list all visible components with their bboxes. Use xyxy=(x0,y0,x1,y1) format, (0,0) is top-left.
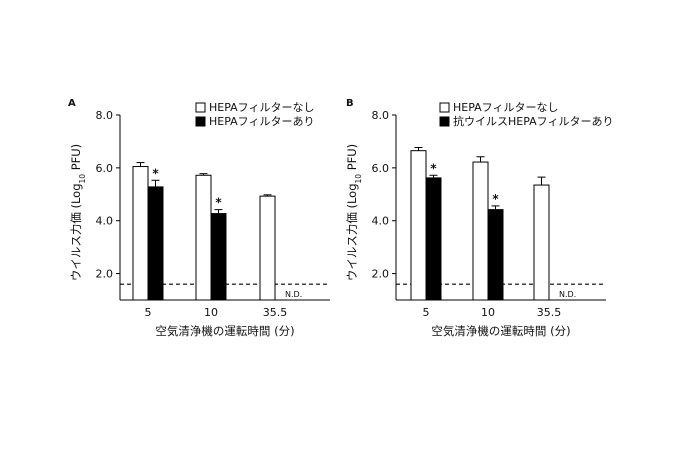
y-tick-label: 4.0 xyxy=(96,215,114,228)
y-tick-label: 2.0 xyxy=(96,268,114,281)
not-detected-label: N.D. xyxy=(559,290,576,299)
y-tick-label: 4.0 xyxy=(372,215,390,228)
chart-panel-a: A 2.0 4.0 6.0 8.0 ウイルス力価 (Log10 PFU) * 5 * 10 N.D.… xyxy=(68,98,330,338)
bar-with-filter xyxy=(425,177,442,301)
legend-label: HEPAフィルターなし xyxy=(209,101,314,114)
x-tick-label: 5 xyxy=(145,306,152,319)
legend-label: HEPAフィルターなし xyxy=(453,101,558,114)
not-detected-label: N.D. xyxy=(285,290,302,299)
y-tick-label: 2.0 xyxy=(372,268,390,281)
legend-swatch xyxy=(195,116,206,127)
panel-letter: A xyxy=(68,98,76,109)
bar-with-filter xyxy=(210,213,227,301)
bar-without-filter xyxy=(533,184,550,301)
y-tick-label: 8.0 xyxy=(96,109,114,122)
x-axis-label: 空気清浄機の運転時間 (分) xyxy=(155,324,294,338)
bar-without-filter xyxy=(132,166,149,301)
bar-without-filter xyxy=(410,150,427,301)
y-axis-label: ウイルス力価 (Log10 PFU) xyxy=(345,144,363,281)
y-tick-label: 6.0 xyxy=(372,162,390,175)
x-axis-label: 空気清浄機の運転時間 (分) xyxy=(431,324,570,338)
y-tick-label: 8.0 xyxy=(372,109,390,122)
legend-swatch xyxy=(439,116,450,127)
bar-with-filter xyxy=(147,186,164,301)
bar-without-filter xyxy=(259,195,276,301)
x-tick-label: 35.5 xyxy=(263,306,288,319)
legend-swatch xyxy=(439,102,450,113)
x-tick-label: 35.5 xyxy=(537,306,562,319)
chart-panel-b: B 2.0 4.0 6.0 8.0 ウイルス力価 (Log10 PFU) * 5 * 10 N.D.… xyxy=(345,98,613,338)
y-axis-label: ウイルス力価 (Log10 PFU) xyxy=(69,144,87,281)
legend-label: 抗ウイルスHEPAフィルターあり xyxy=(453,114,613,128)
legend-label: HEPAフィルターあり xyxy=(209,115,314,128)
significance-marker: * xyxy=(152,166,159,180)
bar-without-filter xyxy=(472,161,489,301)
panel-letter: B xyxy=(346,98,354,109)
legend-swatch xyxy=(195,102,206,113)
significance-marker: * xyxy=(492,192,499,206)
x-tick-label: 10 xyxy=(481,306,495,319)
x-tick-label: 10 xyxy=(204,306,218,319)
bar-with-filter xyxy=(487,209,504,301)
bar-without-filter xyxy=(195,174,212,301)
x-tick-label: 5 xyxy=(423,306,430,319)
y-tick-label: 6.0 xyxy=(96,162,114,175)
significance-marker: * xyxy=(430,161,437,175)
significance-marker: * xyxy=(215,196,222,210)
